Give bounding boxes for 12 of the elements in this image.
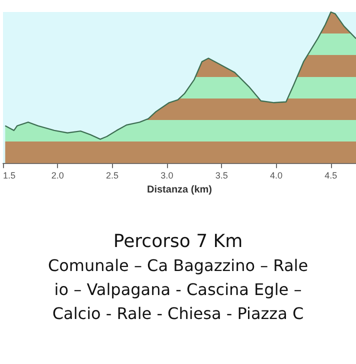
x-tick-label: 1.5	[3, 170, 16, 181]
x-tick-label: 4.5	[324, 170, 338, 181]
x-axis-title: Distanza (km)	[146, 184, 212, 196]
text: Calcio - Rale - Chiesa - Piazza C	[51, 303, 305, 325]
text: io – Valpagana - Cascina Egle –	[53, 279, 303, 301]
text: Percorso 7 Km	[112, 230, 244, 254]
x-tick-label: 2.0	[51, 170, 64, 181]
x-tick-label: 3.5	[215, 170, 228, 181]
x-tick-label: 4.0	[270, 170, 282, 181]
x-tick-label: 2.5	[106, 170, 119, 181]
text: Comunale – Ca Bagazzino – Rale	[46, 255, 310, 277]
x-tick-label: 3.0	[160, 170, 174, 181]
